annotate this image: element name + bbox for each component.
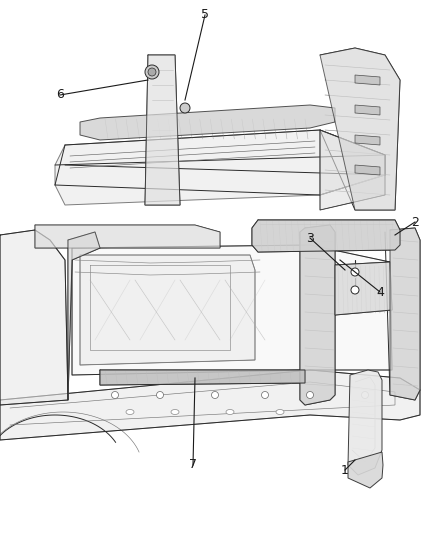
Polygon shape: [390, 228, 420, 400]
Polygon shape: [320, 130, 385, 210]
Text: 1: 1: [341, 464, 349, 477]
Ellipse shape: [171, 409, 179, 415]
Polygon shape: [0, 230, 68, 405]
Polygon shape: [300, 225, 335, 405]
Text: 3: 3: [306, 231, 314, 245]
Text: 7: 7: [189, 458, 197, 472]
Text: 4: 4: [376, 286, 384, 298]
Circle shape: [351, 286, 359, 294]
Polygon shape: [68, 232, 100, 400]
Text: 6: 6: [56, 88, 64, 101]
Ellipse shape: [226, 409, 234, 415]
Polygon shape: [355, 135, 380, 145]
Circle shape: [351, 268, 359, 276]
Polygon shape: [348, 452, 383, 488]
Polygon shape: [320, 48, 400, 210]
Polygon shape: [355, 105, 380, 115]
Polygon shape: [355, 165, 380, 175]
Circle shape: [307, 392, 314, 399]
Circle shape: [180, 103, 190, 113]
Polygon shape: [0, 370, 420, 440]
Polygon shape: [80, 255, 255, 365]
Polygon shape: [80, 105, 335, 140]
Circle shape: [361, 392, 368, 399]
Circle shape: [156, 392, 163, 399]
Polygon shape: [348, 370, 382, 475]
Circle shape: [112, 392, 119, 399]
Polygon shape: [35, 225, 220, 248]
Polygon shape: [72, 245, 392, 375]
Polygon shape: [145, 55, 180, 205]
Polygon shape: [55, 130, 385, 205]
Polygon shape: [355, 75, 380, 85]
Ellipse shape: [276, 409, 284, 415]
Polygon shape: [252, 220, 400, 252]
Polygon shape: [100, 370, 305, 385]
Ellipse shape: [126, 409, 134, 415]
Text: 5: 5: [201, 9, 209, 21]
Circle shape: [261, 392, 268, 399]
Circle shape: [212, 392, 219, 399]
Polygon shape: [335, 262, 392, 315]
Circle shape: [148, 68, 156, 76]
Text: 2: 2: [411, 215, 419, 229]
Circle shape: [145, 65, 159, 79]
